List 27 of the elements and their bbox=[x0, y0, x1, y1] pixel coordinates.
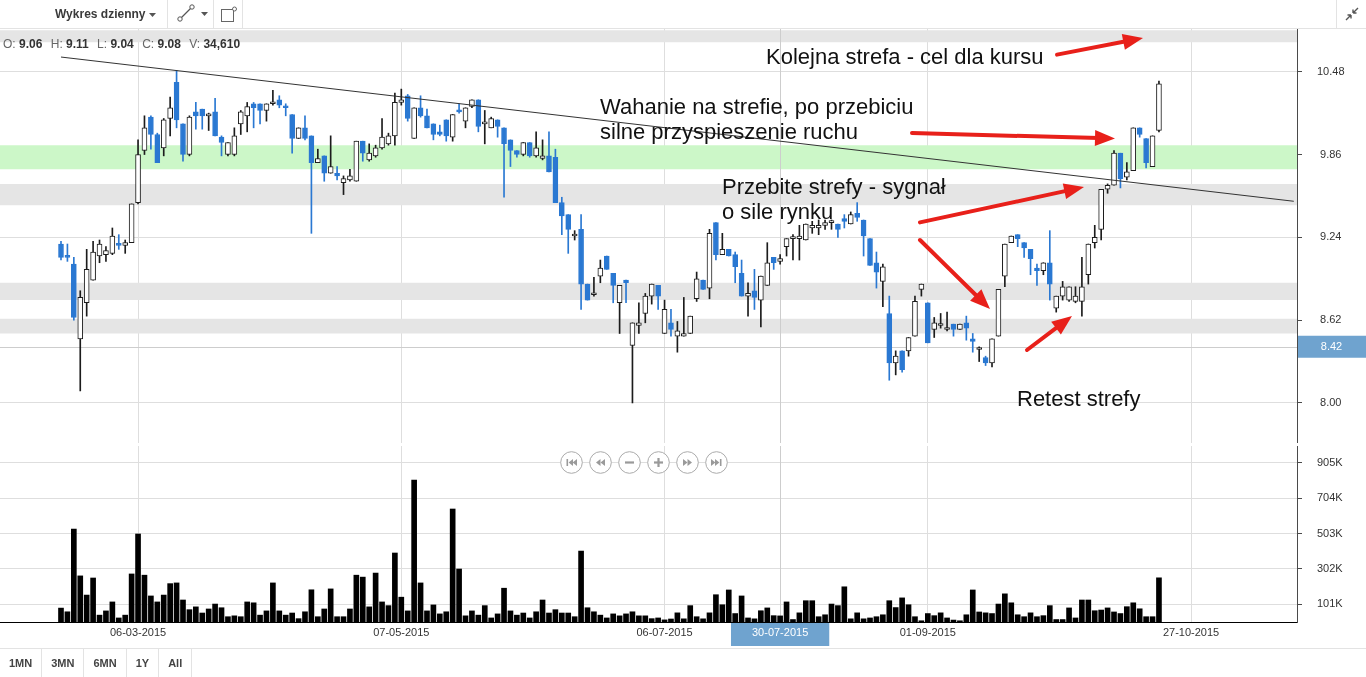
y-tick-label: 905K bbox=[1316, 455, 1344, 468]
annotation: Retest strefy bbox=[1017, 386, 1141, 412]
text: All bbox=[159, 649, 193, 677]
y-tick-label: 302K bbox=[1316, 561, 1344, 574]
text: 1Y bbox=[126, 649, 160, 677]
text: O: 9.06 H: 9.11 L: 9.04 C: 9.08 V: 34,610 bbox=[3, 37, 241, 51]
text: 3MN bbox=[42, 649, 85, 677]
y-tick-label: 9.86 bbox=[1320, 147, 1342, 160]
y-tick-label: 704K bbox=[1316, 491, 1344, 504]
ref-line-label: 8.42 bbox=[1320, 339, 1343, 352]
y-tick-label: 10.48 bbox=[1317, 64, 1345, 77]
annotation: Przebite strefy - sygnał o sile rynku bbox=[722, 174, 946, 225]
x-tick-label: 06-07-2015 bbox=[636, 625, 693, 638]
y-tick-label: 9.24 bbox=[1320, 230, 1342, 243]
x-tick-label: 07-05-2015 bbox=[373, 625, 430, 638]
x-tick-label: 01-09-2015 bbox=[899, 625, 956, 638]
text: Wykres dzienny bbox=[55, 7, 146, 21]
y-tick-label: 101K bbox=[1316, 597, 1344, 610]
x-tick-label: 30-07-2015 bbox=[751, 625, 809, 638]
y-tick-label: 8.62 bbox=[1320, 313, 1342, 326]
text: 6MN bbox=[84, 649, 127, 677]
x-tick-label: 06-03-2015 bbox=[109, 625, 167, 638]
y-tick-label: 8.00 bbox=[1320, 395, 1342, 408]
x-tick-label: 27-10-2015 bbox=[1162, 625, 1220, 638]
text: 1MN bbox=[0, 649, 43, 677]
annotation: Kolejna strefa - cel dla kursu bbox=[766, 44, 1044, 70]
y-tick-label: 503K bbox=[1316, 526, 1344, 539]
